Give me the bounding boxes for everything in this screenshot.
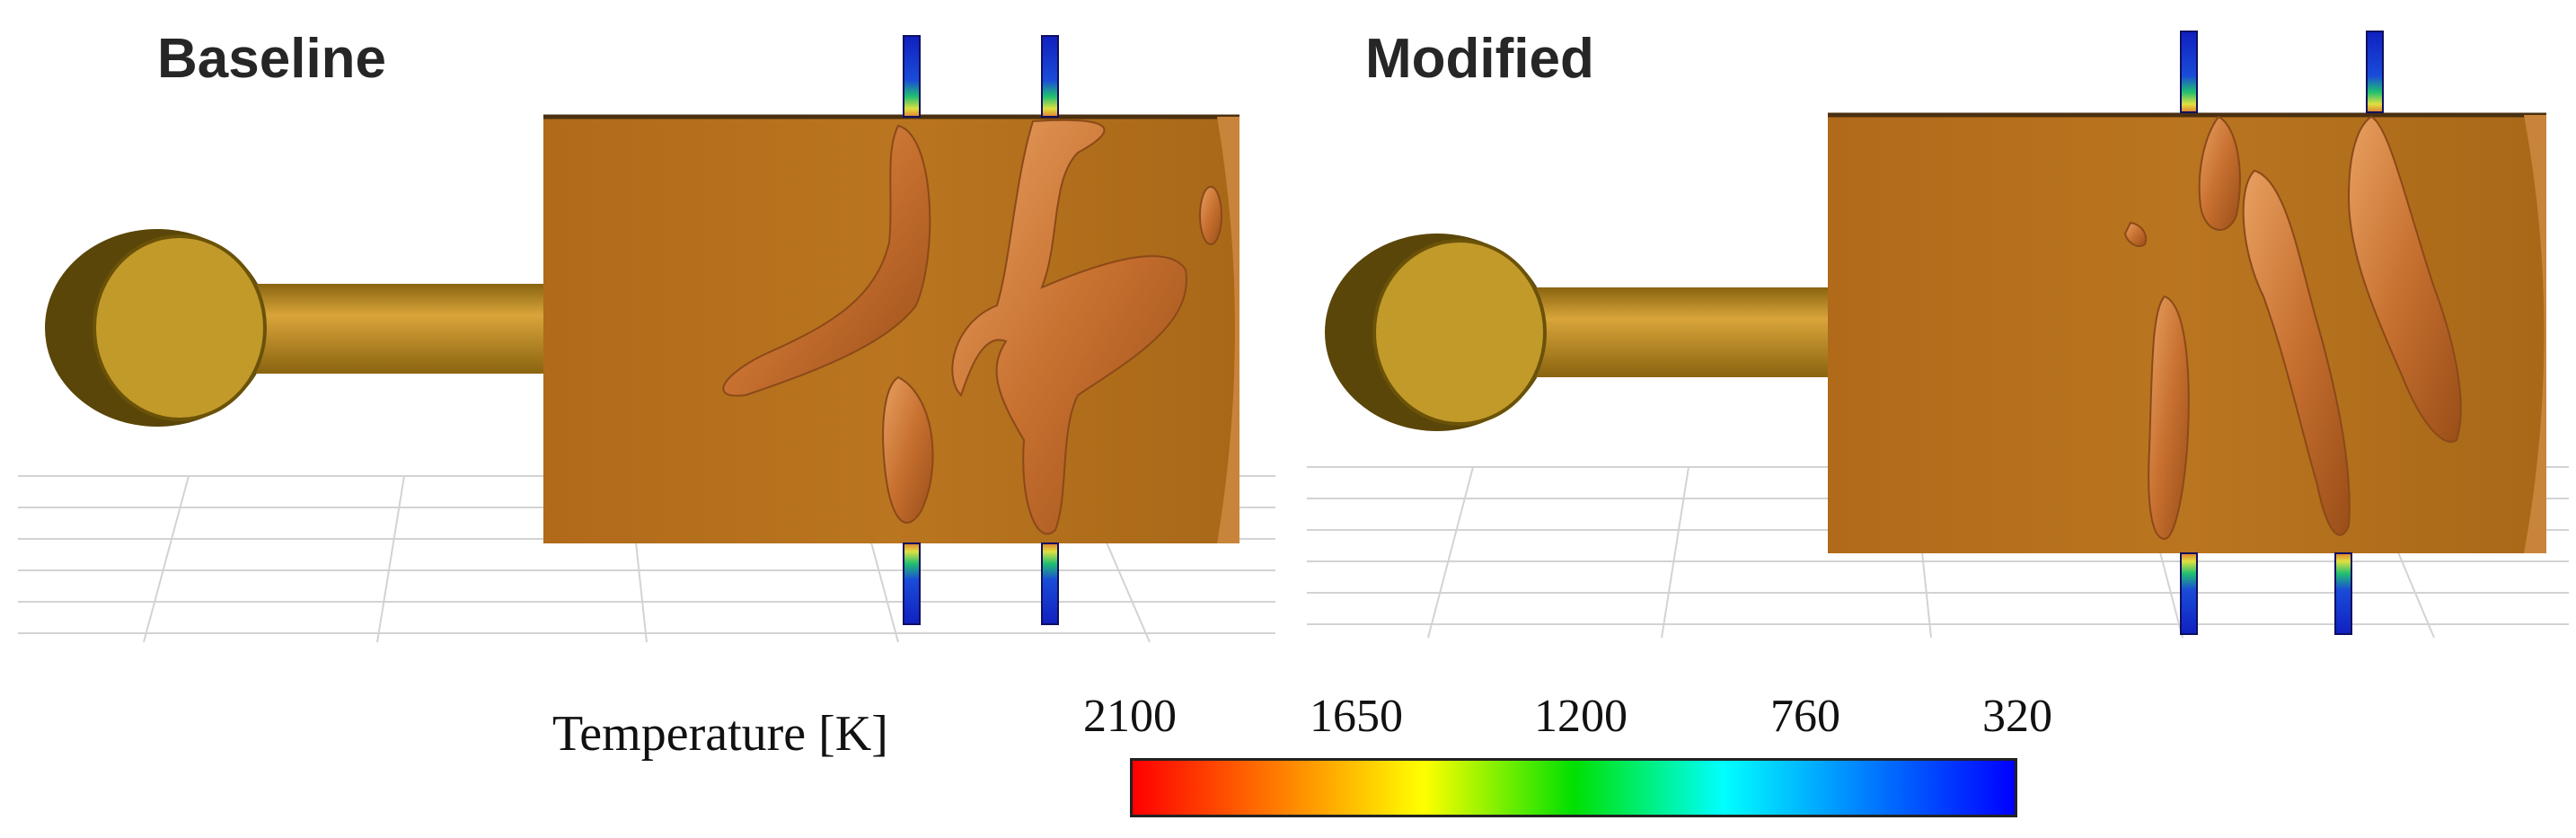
flame-isosurface-right	[2123, 115, 2462, 541]
injectors-right	[2180, 31, 2384, 635]
inlet-pipe-left	[45, 229, 543, 427]
colorbar-tick-label: 320	[1982, 691, 2052, 742]
panel-title-baseline: Baseline	[157, 28, 387, 90]
colorbar-tick-label: 760	[1770, 691, 1840, 742]
colorbar-tick-label: 2100	[1083, 691, 1177, 742]
colorbar-tick-label: 1650	[1310, 691, 1403, 742]
injectors-left	[903, 35, 1059, 625]
colorbar-tick-label: 1200	[1534, 691, 1628, 742]
temperature-colorbar	[1130, 758, 2017, 817]
inlet-pipe-right	[1325, 234, 1828, 431]
colorbar-title: Temperature [K]	[552, 706, 888, 762]
panel-title-modified: Modified	[1365, 28, 1594, 90]
flame-isosurface-left	[722, 119, 1222, 535]
